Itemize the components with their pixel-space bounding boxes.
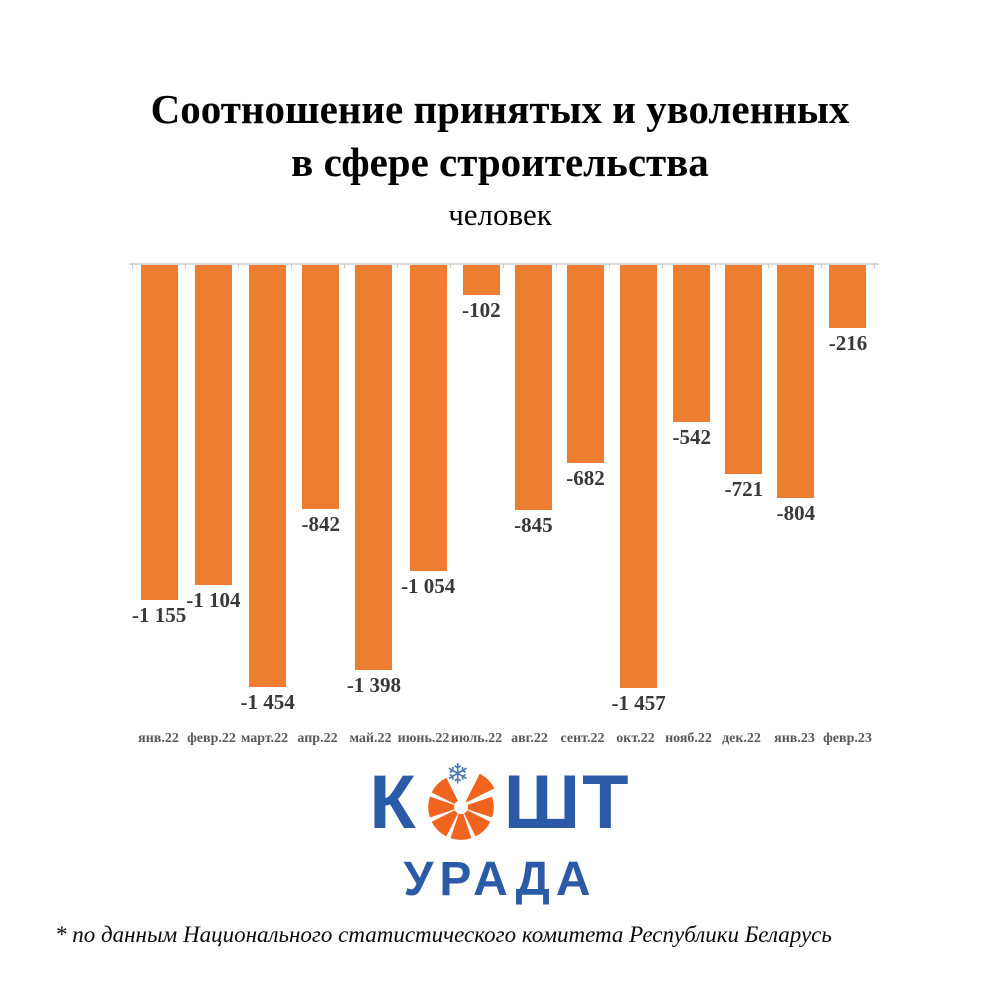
category-label: янв.22 — [138, 731, 179, 746]
bar-value-label: -804 — [776, 501, 816, 525]
axis-tick — [768, 264, 769, 268]
bar-value-label: -216 — [828, 331, 868, 355]
chart-units-subtitle: человек — [448, 197, 552, 232]
bar-июнь.22 — [409, 265, 447, 571]
pie-wedge — [431, 807, 461, 837]
pie-wedge — [460, 807, 491, 837]
category-label: янв.23 — [774, 731, 815, 746]
axis-tick — [609, 264, 610, 268]
bar-value-label: -1 104 — [186, 588, 241, 612]
snowflake-icon: ❄ — [446, 762, 469, 790]
kosht-urada-logo: К ❄ ШТ УРАДА — [0, 760, 1000, 907]
bar-value-label: -102 — [462, 298, 501, 322]
category-label: сент.22 — [560, 731, 605, 746]
bar-value-label: -845 — [514, 513, 553, 537]
bar-column: -721 — [718, 265, 770, 716]
bar-column: -1 398 — [347, 265, 401, 716]
bar-column: -845 — [507, 265, 559, 716]
bar-авг.22 — [514, 265, 552, 510]
bar-column: -102 — [455, 265, 507, 716]
axis-tick — [556, 264, 557, 268]
bar-value-label: -1 454 — [240, 690, 295, 714]
category-label: июль.22 — [450, 731, 503, 746]
category-label: апр.22 — [297, 731, 338, 746]
category-label: окт.22 — [616, 731, 655, 746]
pie-center-hole — [453, 800, 468, 815]
category-label: июнь.22 — [397, 731, 450, 746]
category-label: февр.22 — [187, 731, 236, 746]
orange-pie-snowflake-icon: ❄ — [428, 762, 495, 840]
pie-wedge — [460, 796, 494, 818]
bars-row: -1 155 -1 104 -1 454 -842 -1 398 -1 054 -102 -8… — [132, 265, 874, 716]
bar-value-label: -542 — [672, 425, 712, 449]
bar-column: -804 — [770, 265, 822, 716]
category-axis-labels: янв.22 февр.22 март.22 апр.22 май.22 июнь.22 и… — [132, 731, 874, 747]
chart-title: Соотношение принятых и уволенных в сфере… — [0, 83, 1000, 233]
pie-wedge — [450, 807, 472, 840]
bar-chart: -1 155 -1 104 -1 454 -842 -1 398 -1 054 -102 -8… — [129, 263, 879, 763]
axis-tick — [715, 264, 716, 268]
category-label: март.22 — [240, 731, 289, 746]
axis-tick — [132, 264, 133, 268]
bar-апр.22 — [302, 265, 340, 509]
bar-column: -1 454 — [241, 265, 295, 716]
bar-column: -1 457 — [612, 265, 666, 716]
axis-tick — [874, 264, 875, 268]
bar-янв.22 — [140, 265, 178, 600]
category-label: дек.22 — [722, 731, 761, 746]
bar-column: -542 — [666, 265, 718, 716]
pie-wedge — [464, 773, 495, 804]
pie-wedge — [428, 796, 461, 818]
source-footnote: * по данным Национального статистическог… — [55, 922, 832, 947]
category-label: нояб.22 — [665, 731, 712, 746]
bar-column: -216 — [822, 265, 874, 716]
axis-tick — [821, 264, 822, 268]
bar-сент.22 — [566, 265, 604, 463]
bar-февр.22 — [194, 265, 232, 585]
axis-tick — [185, 264, 186, 268]
logo-letter-k: К — [369, 760, 418, 845]
bar-value-label: -842 — [301, 512, 341, 536]
bar-дек.22 — [725, 265, 763, 474]
category-label: авг.22 — [511, 731, 548, 746]
bar-value-label: -1 398 — [346, 673, 402, 697]
logo-line-1: К ❄ ШТ — [0, 760, 1000, 846]
logo-letters-sht: ШТ — [503, 760, 631, 845]
bar-column: -1 155 — [132, 265, 186, 716]
bar-value-label: -1 457 — [611, 691, 666, 715]
axis-tick — [291, 264, 292, 268]
axis-tick — [238, 264, 239, 268]
axis-tick — [397, 264, 398, 268]
category-label: май.22 — [349, 731, 392, 746]
title-line-2: в сфере строительства — [291, 139, 709, 185]
axis-tick — [503, 264, 504, 268]
logo-line-2: УРАДА — [403, 853, 597, 906]
bar-column: -842 — [295, 265, 347, 716]
bar-value-label: -1 054 — [401, 574, 456, 598]
bar-янв.23 — [777, 265, 815, 498]
bar-март.22 — [249, 265, 287, 687]
bar-column: -1 054 — [401, 265, 455, 716]
title-line-1: Соотношение принятых и уволенных — [150, 86, 850, 132]
bar-май.22 — [355, 265, 393, 670]
bar-окт.22 — [620, 265, 658, 688]
bar-нояб.22 — [673, 265, 711, 422]
axis-tick — [662, 264, 663, 268]
x-axis-line — [129, 263, 879, 265]
bar-февр.23 — [829, 265, 867, 328]
bar-column: -1 104 — [186, 265, 241, 716]
bar-июль.22 — [462, 265, 500, 295]
bar-value-label: -1 155 — [132, 603, 187, 627]
axis-tick — [450, 264, 451, 268]
bar-value-label: -682 — [566, 466, 605, 490]
axis-tick — [344, 264, 345, 268]
bar-column: -682 — [559, 265, 611, 716]
pie-wedge — [431, 777, 461, 808]
bar-value-label: -721 — [724, 477, 764, 501]
category-label: февр.23 — [823, 731, 872, 746]
